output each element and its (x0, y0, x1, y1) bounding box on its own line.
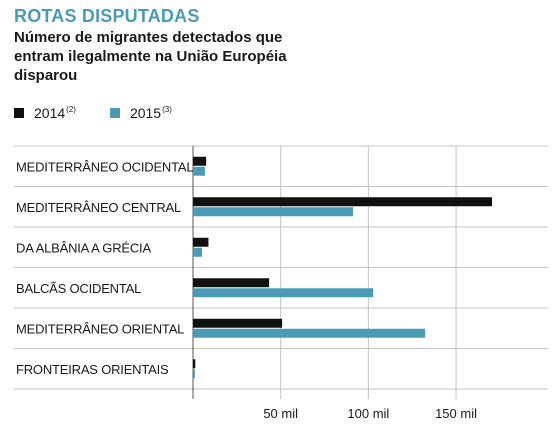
category-label: BALCÃS OCIDENTAL (16, 281, 141, 296)
bar-2015 (193, 369, 195, 379)
category-label: MEDITERRÂNEO CENTRAL (16, 200, 181, 215)
legend-item-2015: 2015(3) (109, 105, 172, 121)
x-tick-label: 50 mil (263, 406, 298, 421)
legend-label-2014: 2014 (34, 105, 66, 121)
legend-note-2014: (2) (66, 105, 76, 114)
legend: 2014(2) 2015(3) (14, 102, 206, 124)
legend-note-2015: (3) (162, 105, 172, 114)
category-label: DA ALBÂNIA A GRÉCIA (16, 240, 151, 255)
legend-swatch-2014 (14, 108, 24, 118)
bar-2014 (193, 278, 270, 288)
category-label: MEDITERRÂNEO ORIENTAL (16, 321, 184, 336)
chart-subtitle: Número de migrantes detectados que entra… (14, 29, 287, 84)
legend-swatch-2015 (109, 108, 120, 118)
x-tick-label: 150 mil (435, 406, 477, 421)
legend-label-2015: 2015 (129, 105, 162, 121)
bar-2014 (193, 359, 196, 369)
bar-2014 (193, 237, 209, 247)
category-label: FRONTEIRAS ORIENTAIS (16, 362, 169, 377)
bar-2014 (193, 156, 207, 166)
chart-title: ROTAS DISPUTADAS (14, 6, 200, 26)
bar-2015 (193, 207, 354, 217)
category-label: MEDITERRÂNEO OCIDENTAL (16, 159, 193, 174)
legend-item-2014: 2014(2) (14, 105, 76, 121)
bar-2015 (193, 166, 205, 176)
x-tick-label: 100 mil (347, 406, 389, 421)
bar-2014 (193, 318, 283, 328)
bar-2015 (193, 288, 374, 298)
bar-2015 (193, 247, 202, 257)
bar-2014 (193, 197, 492, 207)
bar-2015 (193, 328, 426, 338)
